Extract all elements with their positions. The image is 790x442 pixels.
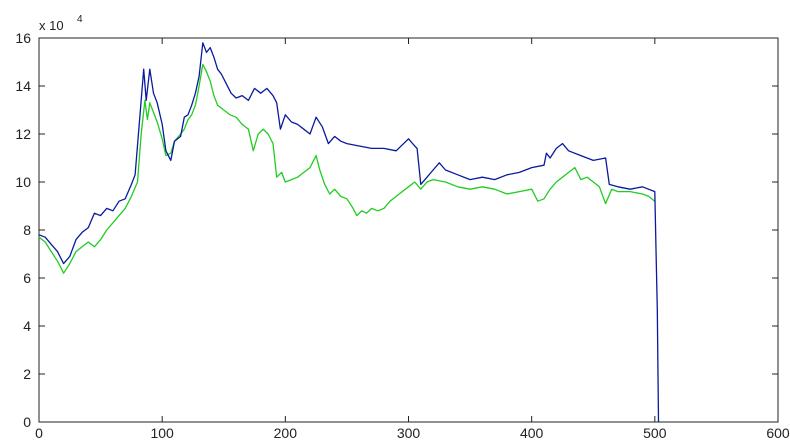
y-tick-label: 12 xyxy=(15,126,31,142)
x-tick-label: 200 xyxy=(274,425,298,441)
series-line-1 xyxy=(38,42,660,423)
y-tick-label: 16 xyxy=(15,30,31,46)
series-line-2 xyxy=(38,63,656,274)
x-tick-label: 400 xyxy=(520,425,544,441)
y-tick-label: 2 xyxy=(23,366,31,382)
x-tick-label: 500 xyxy=(643,425,667,441)
x-tick-label: 600 xyxy=(766,425,790,441)
y-tick-label: 0 xyxy=(23,414,31,430)
y-tick-label: 14 xyxy=(15,78,31,94)
axis-ticks: 0 100 200 300 400 500 600 0 2 4 6 8 10 12 14 16 xyxy=(15,30,789,441)
y-tick-label: 10 xyxy=(15,174,31,190)
y-tick-label: 8 xyxy=(23,222,31,238)
x-tick-label: 100 xyxy=(150,425,174,441)
x-tick-label: 300 xyxy=(397,425,421,441)
y-tick-label: 6 xyxy=(23,270,31,286)
x-tick-label: 0 xyxy=(35,425,43,441)
plot-area xyxy=(38,37,779,423)
y-multiplier-exponent: 4 xyxy=(77,14,83,25)
y-multiplier-label: x 10 xyxy=(39,18,64,33)
series-layer xyxy=(38,42,660,423)
y-tick-label: 4 xyxy=(23,318,31,334)
